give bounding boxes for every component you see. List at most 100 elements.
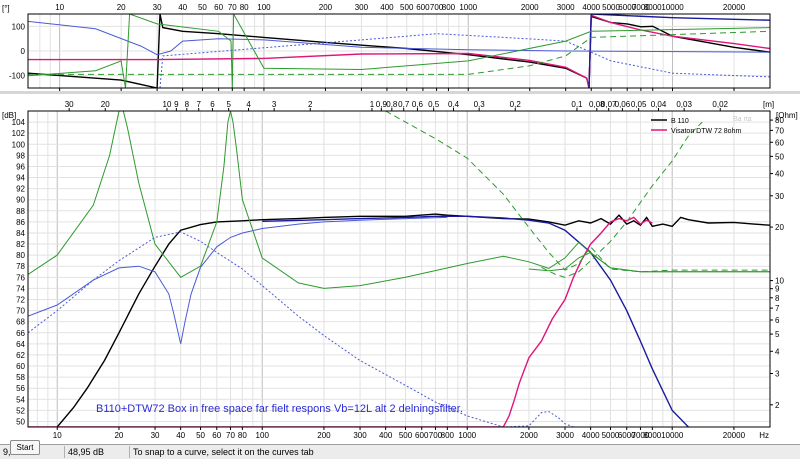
- y-tick-label: 64: [16, 340, 25, 349]
- spl-chart[interactable]: 10 20 30 40 50 60 70 80 100 200 300 400 500 600 700800…: [2, 100, 798, 440]
- y-tick-label: 102: [12, 129, 26, 138]
- series-line-4[interactable]: [28, 20, 770, 56]
- impedance-tick-label: 7: [775, 304, 780, 313]
- phase-chart[interactable]: 10 20 30 40 50 60 70 80 100 200 300 400 500 600 700800…: [2, 3, 771, 91]
- wavelength-tick-label: 0,7: [398, 100, 410, 109]
- impedance-tick-label: 40: [775, 170, 784, 179]
- x-tick-label: 100: [257, 3, 271, 12]
- series-line-6[interactable]: [28, 111, 770, 289]
- x-tick-label: 3000: [557, 3, 575, 12]
- y-tick-label: 0: [21, 47, 26, 56]
- impedance-tick-label: 80: [775, 116, 784, 125]
- series-line-3[interactable]: [262, 215, 689, 427]
- impedance-tick-label: 30: [775, 192, 784, 201]
- x-tick-label: 20: [114, 431, 123, 440]
- y-tick-label: 100: [12, 22, 26, 31]
- series-line-7[interactable]: [28, 30, 770, 75]
- wavelength-tick-label: 0,04: [651, 100, 667, 109]
- series-line-2[interactable]: [28, 14, 770, 88]
- x-tick-label: 20000: [723, 3, 746, 12]
- x-tick-label: 500: [400, 3, 414, 12]
- wavelength-tick-label: 10: [163, 100, 172, 109]
- y-tick-label: 72: [16, 295, 25, 304]
- x-tick-label: 400: [380, 3, 394, 12]
- x-tick-label: 5000: [602, 3, 620, 12]
- x-tick-label: 6000: [618, 3, 636, 12]
- wavelength-tick-label: 0,2: [510, 100, 522, 109]
- wavelength-tick-label: 0,08: [589, 100, 605, 109]
- y-tick-label: 80: [16, 251, 25, 260]
- y-tick-label: 96: [16, 162, 25, 171]
- x-tick-label: 30: [151, 431, 160, 440]
- series-line-1[interactable]: [28, 14, 770, 88]
- x-tick-label: 6000: [618, 431, 636, 440]
- x-tick-label: 1000: [459, 3, 477, 12]
- impedance-tick-label: 60: [775, 138, 784, 147]
- status-bar: 9,3 Hz 48,95 dB To snap to a curve, sele…: [0, 444, 800, 459]
- x-tick-label: 8000: [643, 431, 661, 440]
- y-tick-label: 52: [16, 406, 25, 415]
- x-tick-label: 50: [196, 431, 205, 440]
- impedance-tick-label: 9: [775, 285, 780, 294]
- y-tick-label: 60: [16, 362, 25, 371]
- wavelength-tick-label: 3: [272, 100, 277, 109]
- y-tick-label: 86: [16, 218, 25, 227]
- x-tick-label: 80: [240, 3, 249, 12]
- y-tick-label: 100: [12, 140, 26, 149]
- series-line-4[interactable]: [28, 216, 448, 344]
- legend-label: Visaton DTW 72 8ohm: [671, 128, 741, 135]
- x-tick-label: 10: [55, 3, 64, 12]
- y-tick-label: 88: [16, 207, 25, 216]
- x-tick-label: 200: [317, 431, 331, 440]
- wavelength-tick-label: 9: [174, 100, 179, 109]
- x-tick-label: 80: [238, 431, 247, 440]
- y-tick-label: 74: [16, 284, 25, 293]
- y-tick-label: 58: [16, 373, 25, 382]
- wavelength-tick-label: 4: [246, 100, 251, 109]
- wavelength-tick-label: 30: [65, 100, 74, 109]
- x-tick-label: 4000: [582, 431, 600, 440]
- wavelength-tick-label: 8: [185, 100, 190, 109]
- x-tick-label: 20000: [723, 431, 746, 440]
- wavelength-tick-label: 6: [210, 100, 215, 109]
- series-line-5[interactable]: [28, 231, 574, 427]
- wavelength-tick-label: 0,8: [386, 100, 398, 109]
- y-tick-label: 66: [16, 329, 25, 338]
- y-tick-label: 104: [12, 118, 26, 127]
- impedance-tick-label: 10: [775, 277, 784, 286]
- series-line-2[interactable]: [28, 216, 653, 427]
- wavelength-tick-label: 1: [370, 100, 375, 109]
- impedance-tick-label: 2: [775, 401, 780, 410]
- series-line-9[interactable]: [528, 251, 770, 273]
- wavelength-tick-label: 2: [308, 100, 313, 109]
- impedance-axis-label: [Ohm]: [776, 111, 798, 120]
- x-tick-label: 40: [176, 431, 185, 440]
- series-line-8[interactable]: [541, 121, 703, 278]
- wavelength-tick-label: 0,3: [474, 100, 486, 109]
- wavelength-tick-label: 0,5: [428, 100, 440, 109]
- x-tick-label: 10000: [661, 431, 684, 440]
- series-line-7[interactable]: [385, 111, 770, 273]
- wavelength-tick-label: 0,4: [448, 100, 460, 109]
- impedance-tick-label: 6: [775, 316, 780, 325]
- x-tick-label: 8000: [644, 3, 662, 12]
- watermark-label: Ba rta: [733, 116, 752, 123]
- x-tick-label: 60: [214, 3, 223, 12]
- y-tick-label: 84: [16, 229, 25, 238]
- y-tick-label: 70: [16, 307, 25, 316]
- x-tick-label: 300: [353, 431, 367, 440]
- y-tick-label: 76: [16, 273, 25, 282]
- impedance-tick-label: 4: [775, 347, 780, 356]
- y-tick-label: -100: [9, 72, 26, 81]
- start-button[interactable]: Start: [10, 440, 40, 455]
- wavelength-tick-label: 0,02: [712, 100, 728, 109]
- wavelength-tick-label: 0,6: [412, 100, 424, 109]
- wavelength-tick-label: 0,06: [615, 100, 631, 109]
- x-tick-label: 400: [379, 431, 393, 440]
- legend-label: B 110: [671, 118, 689, 125]
- chart-area[interactable]: 10 20 30 40 50 60 70 80 100 200 300 400 500 600 700800…: [0, 0, 800, 444]
- y-tick-label: 50: [16, 417, 25, 426]
- x-tick-label: 2000: [520, 431, 538, 440]
- legend[interactable]: B 110 Visaton DTW 72 8ohm: [651, 118, 741, 135]
- x-tick-label: 800: [442, 3, 456, 12]
